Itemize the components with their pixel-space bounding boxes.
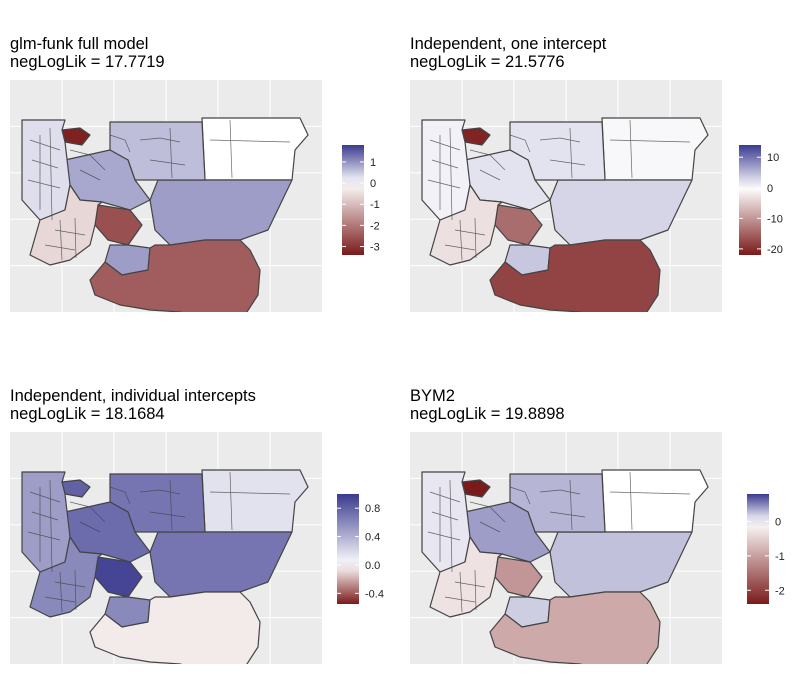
region-big-south [489, 591, 661, 664]
legend-tick-label: -20 [767, 244, 783, 256]
legend-tick-label: -3 [370, 242, 380, 254]
legend-tick-label: 0.8 [365, 503, 380, 515]
panel-subtitle: negLogLik = 17.7719 [10, 53, 165, 71]
panel-title: BYM2 [410, 387, 455, 405]
region-mid-west [429, 184, 503, 266]
region-big-south [89, 591, 261, 664]
legend-tick-label: -1 [370, 199, 380, 211]
color-legend: 10 0 -10 -20 [739, 145, 783, 256]
color-legend: 1 0 -1 -2 -3 [342, 145, 380, 255]
district-border [469, 134, 531, 181]
legend-tick-label: 0 [370, 178, 376, 190]
district-border [444, 569, 486, 613]
map-panel-glm-funk: glm-funk full model negLogLik = 17.7719 … [0, 30, 400, 330]
legend-tick-label: -2 [775, 585, 785, 597]
choropleth-map [10, 432, 322, 664]
district-border [27, 479, 61, 573]
district-border [69, 134, 131, 181]
region-east-top [201, 117, 309, 181]
district-border [209, 119, 291, 179]
district-border [444, 217, 486, 261]
district-border [609, 471, 691, 531]
choropleth-map [410, 80, 722, 312]
district-border [139, 479, 186, 531]
legend-color-bar [337, 494, 359, 604]
district-border [44, 569, 86, 613]
panel-title: glm-funk full model [10, 35, 149, 53]
panel-title: Independent, one intercept [410, 35, 607, 53]
color-legend: 0 -1 -2 [747, 494, 785, 604]
region-west-small [421, 471, 471, 573]
panel-subtitle: negLogLik = 18.1684 [10, 405, 165, 423]
district-border [427, 127, 461, 221]
region-mid-west [29, 184, 103, 266]
region-east-top [201, 469, 309, 533]
legend-color-bar [739, 145, 761, 255]
district-border [44, 217, 86, 261]
choropleth-map [10, 80, 322, 312]
choropleth-map [410, 432, 722, 664]
region-big-south [89, 239, 261, 312]
legend-tick-label: 0 [767, 183, 773, 195]
legend-tick-label: 0 [775, 517, 781, 529]
district-border [69, 486, 131, 533]
district-border [539, 479, 586, 531]
district-border [139, 127, 186, 179]
legend-tick-label: 10 [767, 152, 779, 164]
region-big-south [489, 239, 661, 312]
map-panel-bym2: BYM2 negLogLik = 19.8898 0 -1 -2 [400, 382, 800, 682]
legend-tick-label: -1 [775, 551, 785, 563]
region-mid-west [429, 536, 503, 618]
map-panel-independent-one-intercept: Independent, one intercept negLogLik = 2… [400, 30, 800, 330]
district-border [27, 127, 61, 221]
legend-tick-label: 0.0 [365, 560, 380, 572]
region-mid-west [29, 536, 103, 618]
region-west-small [21, 119, 71, 221]
legend-color-bar [747, 494, 769, 604]
district-border [469, 486, 531, 533]
color-legend: 0.8 0.4 0.0 -0.4 [337, 494, 384, 604]
district-border [209, 471, 291, 531]
panel-subtitle: negLogLik = 19.8898 [410, 405, 565, 423]
district-border [539, 127, 586, 179]
legend-tick-label: -10 [767, 213, 783, 225]
district-border [427, 479, 461, 573]
legend-tick-label: 1 [370, 157, 376, 169]
legend-color-bar [342, 145, 364, 255]
region-west-small [21, 471, 71, 573]
legend-tick-label: 0.4 [365, 532, 380, 544]
legend-tick-label: -0.4 [365, 588, 384, 600]
region-east-top [601, 469, 709, 533]
map-panel-independent-individual-intercepts: Independent, individual intercepts negLo… [0, 382, 400, 682]
region-west-small [421, 119, 471, 221]
panel-title: Independent, individual intercepts [10, 387, 256, 405]
panel-subtitle: negLogLik = 21.5776 [410, 53, 565, 71]
legend-tick-label: -2 [370, 220, 380, 232]
district-border [609, 119, 691, 179]
region-east-top [601, 117, 709, 181]
